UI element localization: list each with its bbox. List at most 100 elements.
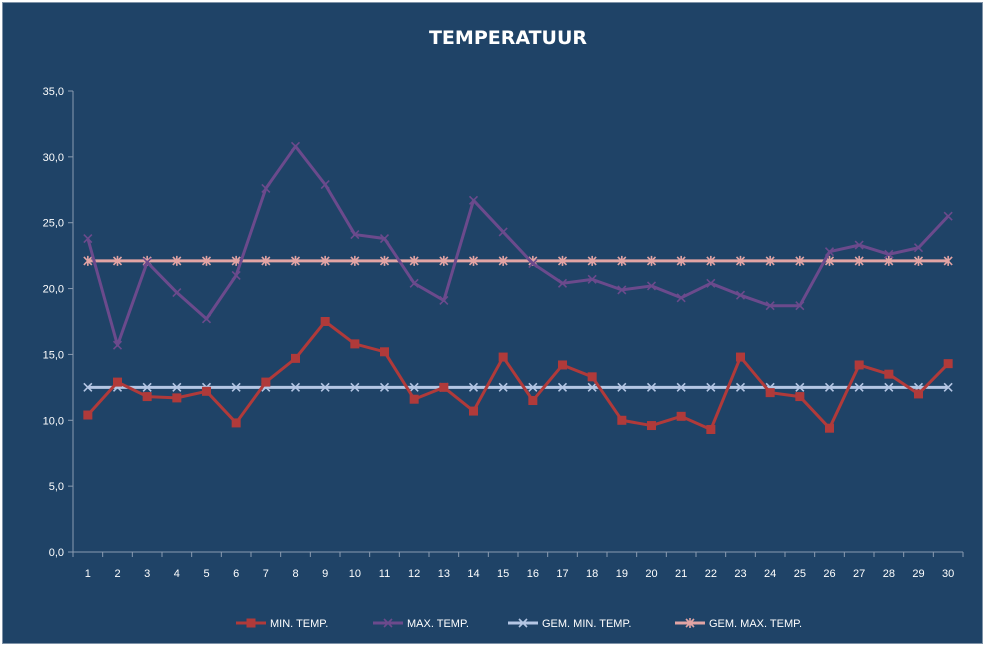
x-tick-label: 23 bbox=[734, 568, 746, 580]
y-tick-label: 0,0 bbox=[49, 547, 64, 559]
data-point bbox=[587, 382, 597, 392]
x-tick-label: 9 bbox=[322, 568, 328, 580]
data-point bbox=[142, 382, 152, 392]
data-point bbox=[824, 247, 835, 257]
data-point bbox=[854, 240, 864, 250]
data-point bbox=[676, 382, 686, 392]
data-point bbox=[172, 255, 182, 266]
x-tick-label: 14 bbox=[467, 568, 479, 580]
series-2 bbox=[83, 382, 953, 392]
data-point bbox=[795, 301, 805, 311]
series-layer bbox=[83, 141, 953, 435]
x-tick-label: 22 bbox=[705, 568, 717, 580]
data-point bbox=[469, 406, 478, 416]
data-point bbox=[558, 360, 567, 370]
data-point bbox=[498, 227, 508, 237]
y-tick-label: 35,0 bbox=[43, 86, 64, 98]
data-point bbox=[231, 418, 241, 428]
x-tick-label: 3 bbox=[144, 568, 150, 580]
data-point bbox=[379, 255, 390, 266]
data-point bbox=[350, 230, 360, 240]
data-point bbox=[290, 255, 301, 266]
axes: 0,05,010,015,020,025,030,035,01 2 3 4 5 6 7 8 9 1… bbox=[43, 86, 964, 580]
data-point bbox=[439, 382, 449, 392]
data-point bbox=[172, 382, 182, 392]
data-point bbox=[617, 285, 627, 295]
x-tick-label: 17 bbox=[556, 568, 568, 580]
legend-label: MIN. TEMP. bbox=[270, 618, 328, 630]
data-point bbox=[350, 339, 360, 349]
series-1 bbox=[83, 141, 953, 350]
data-point bbox=[943, 211, 953, 221]
x-tick-label: 2 bbox=[114, 568, 120, 580]
x-tick-label: 10 bbox=[349, 568, 361, 580]
data-point bbox=[587, 255, 597, 266]
data-point bbox=[112, 255, 123, 266]
data-point bbox=[409, 382, 419, 392]
data-point bbox=[261, 183, 271, 194]
data-point bbox=[913, 243, 924, 253]
legend-item: GEM. MIN. TEMP. bbox=[508, 618, 631, 630]
x-tick-label: 6 bbox=[233, 568, 239, 580]
data-point bbox=[765, 301, 775, 311]
data-point bbox=[706, 382, 716, 392]
data-point bbox=[735, 255, 746, 266]
y-tick-label: 30,0 bbox=[43, 152, 64, 164]
data-point bbox=[884, 382, 894, 392]
x-tick-label: 4 bbox=[174, 568, 180, 580]
x-tick-label: 11 bbox=[379, 568, 390, 580]
data-point bbox=[765, 255, 775, 266]
data-point bbox=[914, 389, 923, 399]
data-point bbox=[320, 255, 330, 266]
data-point bbox=[350, 255, 360, 266]
data-point bbox=[350, 382, 360, 392]
data-point bbox=[735, 382, 746, 392]
x-tick-label: 13 bbox=[438, 568, 450, 580]
x-tick-label: 8 bbox=[292, 568, 298, 580]
data-point bbox=[320, 382, 330, 392]
legend-item: MIN. TEMP. bbox=[236, 618, 328, 630]
data-point bbox=[646, 281, 657, 291]
legend: MIN. TEMP. MAX. TEMP. GEM. MIN. TEMP. GEM. … bbox=[236, 618, 802, 630]
legend-label: GEM. MIN. TEMP. bbox=[542, 618, 631, 630]
data-point bbox=[409, 278, 419, 288]
data-point bbox=[409, 255, 419, 266]
data-point bbox=[795, 392, 805, 402]
data-point bbox=[557, 278, 568, 288]
data-point bbox=[379, 233, 390, 244]
legend-label: MAX. TEMP. bbox=[407, 618, 469, 630]
data-point bbox=[557, 255, 568, 266]
data-point bbox=[528, 396, 538, 406]
data-point bbox=[706, 278, 716, 288]
data-point bbox=[736, 352, 745, 362]
data-point bbox=[142, 392, 152, 402]
data-point bbox=[765, 388, 775, 398]
legend-item: GEM. MAX. TEMP. bbox=[675, 618, 802, 630]
data-point bbox=[231, 382, 241, 392]
x-tick-label: 1 bbox=[85, 568, 91, 580]
data-point bbox=[261, 377, 271, 387]
legend-marker bbox=[685, 618, 695, 628]
data-point bbox=[142, 257, 152, 267]
data-point bbox=[439, 255, 449, 266]
data-point bbox=[825, 423, 834, 433]
data-point bbox=[676, 293, 686, 303]
data-point bbox=[884, 249, 894, 259]
data-point bbox=[795, 255, 805, 266]
legend-marker bbox=[518, 618, 528, 628]
data-point bbox=[943, 382, 953, 392]
x-tick-label: 12 bbox=[408, 568, 420, 580]
series-0 bbox=[83, 317, 953, 435]
series-line bbox=[86, 144, 950, 347]
data-point bbox=[201, 255, 212, 266]
data-point bbox=[290, 382, 301, 392]
data-point bbox=[113, 377, 122, 387]
data-point bbox=[646, 382, 657, 392]
data-point bbox=[676, 411, 686, 421]
data-point bbox=[617, 255, 627, 266]
data-point bbox=[291, 353, 300, 363]
x-tick-label: 30 bbox=[942, 568, 954, 580]
data-point bbox=[854, 360, 864, 370]
data-point bbox=[468, 195, 479, 205]
chart-title: TEMPERATUUR bbox=[429, 27, 587, 49]
